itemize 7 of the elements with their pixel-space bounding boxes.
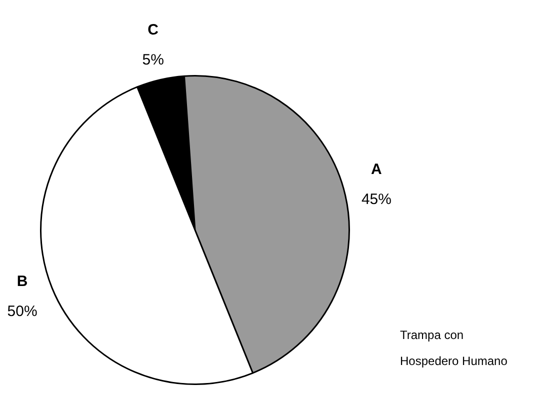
text: Trampa con Hospedero Humano — [400, 327, 508, 370]
data-label: 50% — [7, 302, 38, 320]
slice-label: A — [371, 161, 382, 178]
slice-label: B — [16, 272, 28, 290]
data-label: 45% — [361, 191, 392, 208]
data-label: 5% — [142, 52, 164, 69]
slice-label: C — [148, 22, 159, 39]
